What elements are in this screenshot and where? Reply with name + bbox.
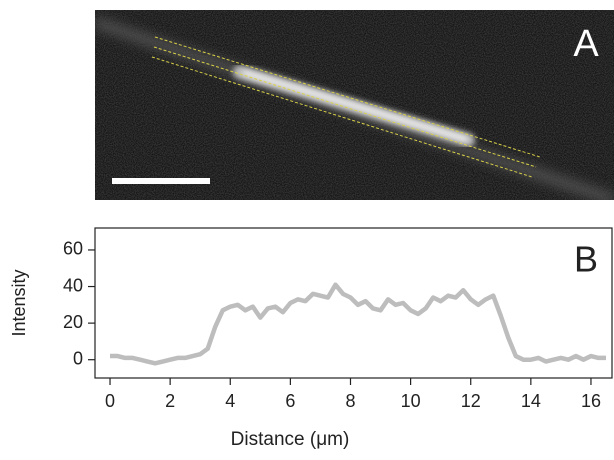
intensity-line <box>110 282 606 366</box>
y-tick-label: 20 <box>63 312 83 332</box>
x-tick-label: 4 <box>225 391 235 411</box>
x-tick-label: 6 <box>285 391 295 411</box>
panel-label: B <box>574 239 598 280</box>
x-tick-label: 10 <box>401 391 421 411</box>
x-axis-label: Distance (μm) <box>231 429 350 450</box>
roi-lines <box>151 36 541 178</box>
plot-frame <box>94 227 613 379</box>
y-tick-label: 40 <box>63 275 83 295</box>
micrograph: A <box>95 10 614 200</box>
y-tick-label: 0 <box>73 348 83 368</box>
roi-bottom <box>151 56 533 178</box>
fiber-core <box>242 70 468 142</box>
x-tick-label: 12 <box>461 391 481 411</box>
panel-label: A <box>573 23 599 65</box>
x-tick-label: 16 <box>581 391 601 411</box>
roi-mid <box>153 46 537 168</box>
roi-top <box>154 36 541 158</box>
x-tick-label: 0 <box>105 391 115 411</box>
x-tick-label: 14 <box>521 391 541 411</box>
scale-bar <box>112 178 210 184</box>
x-tick-label: 2 <box>165 391 175 411</box>
y-axis-label: Intensity <box>9 269 29 336</box>
y-tick-label: 60 <box>63 239 83 259</box>
x-tick-label: 8 <box>345 391 355 411</box>
